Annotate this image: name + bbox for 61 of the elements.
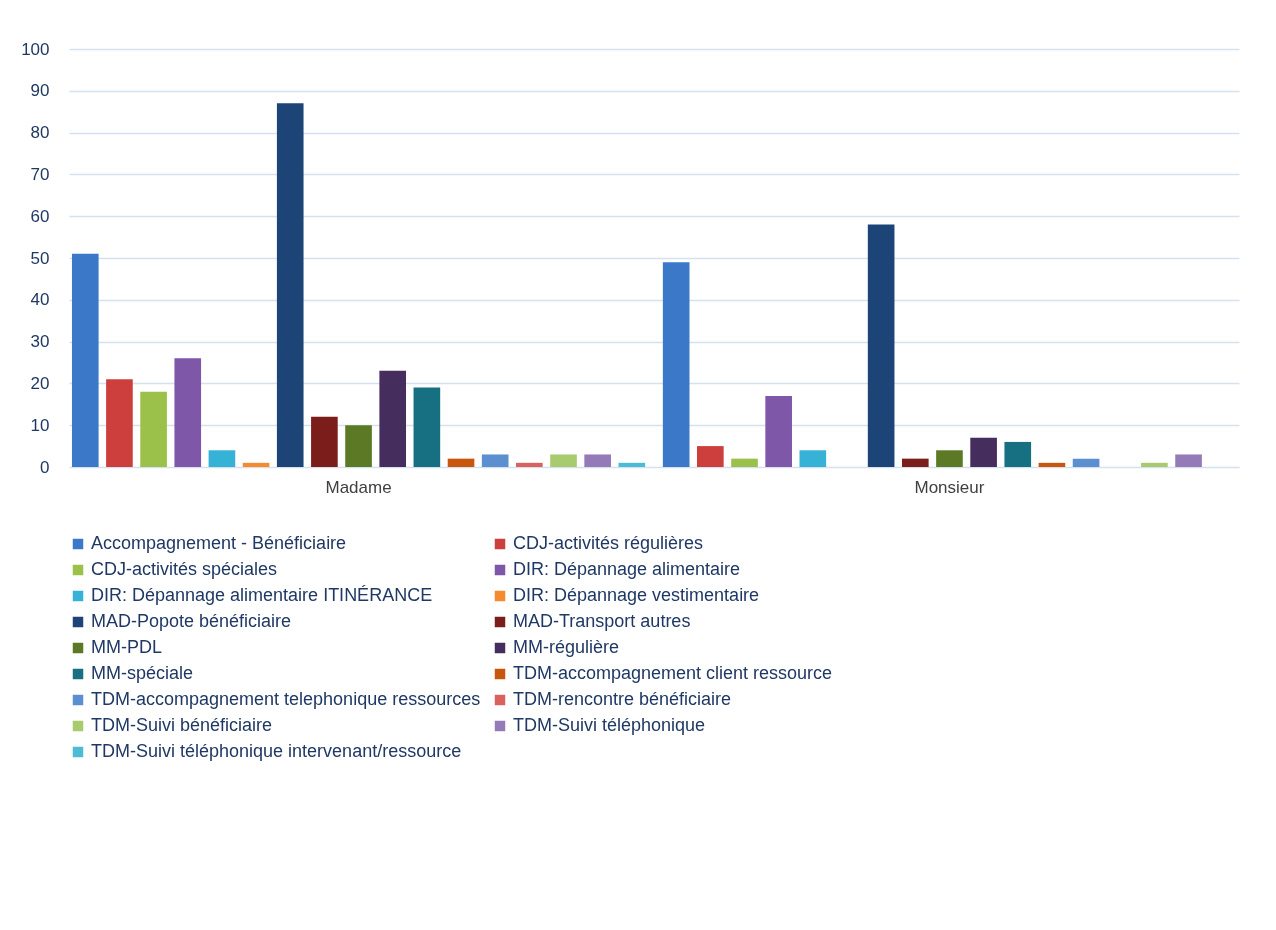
bar bbox=[799, 450, 827, 467]
legend-label: TDM-rencontre bénéficiaire bbox=[513, 689, 732, 709]
legend-label: TDM-Suivi téléphonique intervenant/ressource bbox=[91, 741, 462, 761]
legend-label: TDM-accompagnement client ressource bbox=[513, 663, 833, 683]
legend-label: DIR: Dépannage alimentaire bbox=[513, 559, 741, 579]
legend-label: DIR: Dépannage vestimentaire bbox=[513, 585, 760, 605]
y-tick-label: 30 bbox=[30, 332, 50, 352]
y-tick-label: 40 bbox=[30, 290, 50, 310]
y-tick-label: 0 bbox=[40, 457, 50, 477]
legend-label: MAD-Popote bénéficiaire bbox=[91, 611, 292, 631]
bar bbox=[71, 253, 99, 467]
y-tick-label: 100 bbox=[21, 39, 50, 59]
bar bbox=[140, 391, 167, 467]
legend-label: MAD-Transport autres bbox=[513, 611, 691, 631]
bar bbox=[936, 450, 963, 467]
y-tick-label: 60 bbox=[30, 206, 50, 226]
bar bbox=[1004, 441, 1032, 467]
bar bbox=[174, 358, 202, 467]
bar bbox=[1038, 462, 1066, 467]
x-tick-label: Monsieur bbox=[914, 477, 985, 497]
y-tick-label: 10 bbox=[30, 415, 50, 435]
bar bbox=[1072, 458, 1100, 467]
bar bbox=[481, 454, 509, 467]
legend-label: CDJ-activités spéciales bbox=[91, 559, 278, 579]
bar bbox=[970, 437, 997, 467]
bar bbox=[662, 262, 690, 467]
bar bbox=[1141, 462, 1168, 467]
legend-label: TDM-Suivi bénéficiaire bbox=[91, 715, 273, 735]
bar bbox=[1175, 454, 1202, 467]
legend-label: CDJ-activités régulières bbox=[513, 533, 704, 553]
bar bbox=[242, 462, 270, 467]
bar bbox=[516, 462, 543, 467]
bar bbox=[765, 395, 792, 467]
bar bbox=[584, 454, 611, 467]
bar bbox=[550, 454, 577, 467]
y-tick-label: 80 bbox=[30, 123, 50, 143]
x-tick-label: Madame bbox=[325, 477, 392, 497]
bar bbox=[447, 458, 475, 467]
y-tick-label: 50 bbox=[30, 248, 50, 268]
y-tick-label: 70 bbox=[30, 164, 50, 184]
legend-label: TDM-Suivi téléphonique bbox=[513, 715, 706, 735]
legend-label: MM-PDL bbox=[91, 637, 162, 657]
bar bbox=[106, 379, 133, 467]
legend-label: MM-spéciale bbox=[91, 663, 194, 683]
bar bbox=[345, 425, 372, 467]
bar bbox=[731, 458, 758, 467]
legend-label: TDM-accompagnement telephonique ressources bbox=[91, 689, 481, 709]
bar bbox=[867, 224, 895, 467]
bar bbox=[618, 462, 646, 467]
bar bbox=[697, 446, 724, 467]
y-tick-label: 20 bbox=[30, 373, 50, 393]
legend-label: MM-régulière bbox=[513, 637, 620, 657]
bar bbox=[311, 416, 338, 467]
legend-label: Accompagnement - Bénéficiaire bbox=[91, 533, 347, 553]
bar bbox=[379, 370, 407, 467]
bar bbox=[276, 103, 304, 467]
bar bbox=[413, 387, 441, 467]
y-tick-label: 90 bbox=[30, 81, 50, 101]
bar bbox=[208, 450, 236, 467]
legend-label: DIR: Dépannage alimentaire ITINÉRANCE bbox=[91, 585, 433, 605]
bar bbox=[901, 458, 929, 467]
